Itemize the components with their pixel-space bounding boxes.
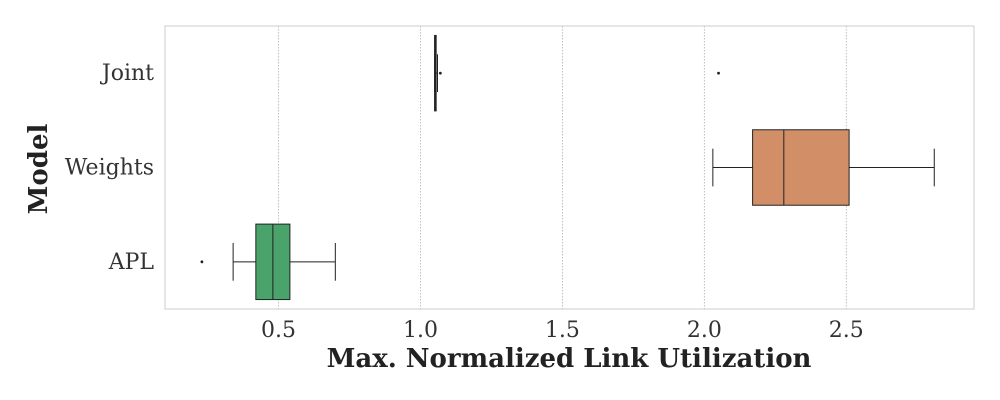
boxes	[200, 34, 935, 301]
outlier-point	[200, 260, 204, 264]
y-tick-label: Weights	[65, 156, 154, 181]
outlier-point	[438, 71, 442, 75]
x-axis-title: Max. Normalized Link Utilization	[327, 344, 812, 374]
x-tick-label: 1.0	[403, 318, 438, 343]
x-tick-label: 2.0	[687, 318, 722, 343]
x-tick-label: 1.5	[545, 318, 580, 343]
y-axis-title: Model	[24, 124, 54, 215]
box-apl	[200, 223, 336, 301]
y-tick-labels: Joint Weights APL	[65, 61, 155, 275]
x-tick-labels: 0.5 1.0 1.5 2.0 2.5	[261, 318, 864, 343]
x-tick-label: 0.5	[261, 318, 296, 343]
box-joint	[434, 34, 720, 112]
y-tick-label: APL	[108, 250, 155, 275]
box-weights	[712, 129, 935, 206]
plot-frame	[164, 25, 975, 310]
iqr-box	[752, 129, 850, 206]
outlier-point	[717, 71, 720, 75]
y-tick-label: Joint	[100, 61, 154, 86]
x-tick-label: 2.5	[829, 318, 864, 343]
